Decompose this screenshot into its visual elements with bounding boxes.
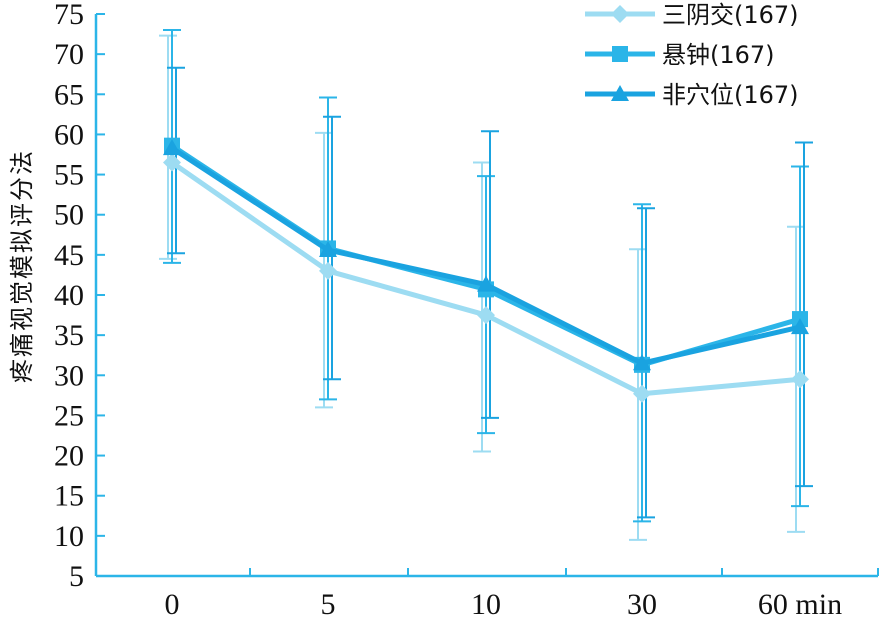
legend-label: 非穴位(167)	[662, 81, 799, 109]
x-axis: 0 5 10 30 60 min	[95, 568, 879, 617]
y-tick-label: 5	[69, 560, 84, 593]
y-tick-label: 60	[54, 118, 84, 151]
data-point-triangle	[163, 139, 181, 156]
x-tick-label: 60 min	[758, 588, 842, 617]
data-point-square	[612, 46, 628, 62]
data-point-diamond	[319, 261, 337, 280]
y-tick-label: 75	[54, 0, 84, 31]
y-axis-label: 疼痛视觉模拟评分法	[8, 149, 36, 383]
x-tick-label: 10	[471, 588, 501, 617]
data-point-diamond	[477, 306, 495, 325]
y-tick-label: 20	[54, 440, 84, 473]
y-tick-label: 35	[54, 319, 84, 352]
y-tick-label: 30	[54, 359, 84, 392]
data-point-diamond	[163, 153, 181, 172]
data-point-diamond	[611, 5, 629, 23]
y-axis: 5 10 15 20 25 30 35 40 45 50 55 60 65 70 75	[54, 0, 105, 593]
y-tick-label: 45	[54, 239, 84, 272]
series-lines	[163, 137, 809, 403]
x-tick-label: 0	[165, 588, 180, 617]
legend: 三阴交(167) 悬钟(167) 非穴位(167)	[585, 1, 799, 109]
x-tick-label: 5	[321, 588, 336, 617]
legend-label: 悬钟(167)	[662, 41, 775, 69]
data-point-triangle	[319, 241, 337, 258]
data-point-diamond	[633, 384, 651, 403]
data-point-diamond	[791, 370, 809, 389]
y-tick-label: 65	[54, 78, 84, 111]
data-point-triangle	[611, 85, 629, 101]
legend-label: 三阴交(167)	[662, 1, 799, 29]
data-point-triangle	[791, 318, 809, 335]
data-point-triangle	[633, 354, 651, 371]
y-tick-label: 25	[54, 399, 84, 432]
y-tick-label: 10	[54, 520, 84, 553]
y-tick-label: 15	[54, 480, 84, 513]
y-tick-label: 50	[54, 199, 84, 232]
data-point-triangle	[477, 275, 495, 292]
x-tick-label: 30	[627, 588, 657, 617]
y-tick-label: 40	[54, 279, 84, 312]
y-tick-label: 70	[54, 38, 84, 71]
y-tick-label: 55	[54, 159, 84, 192]
